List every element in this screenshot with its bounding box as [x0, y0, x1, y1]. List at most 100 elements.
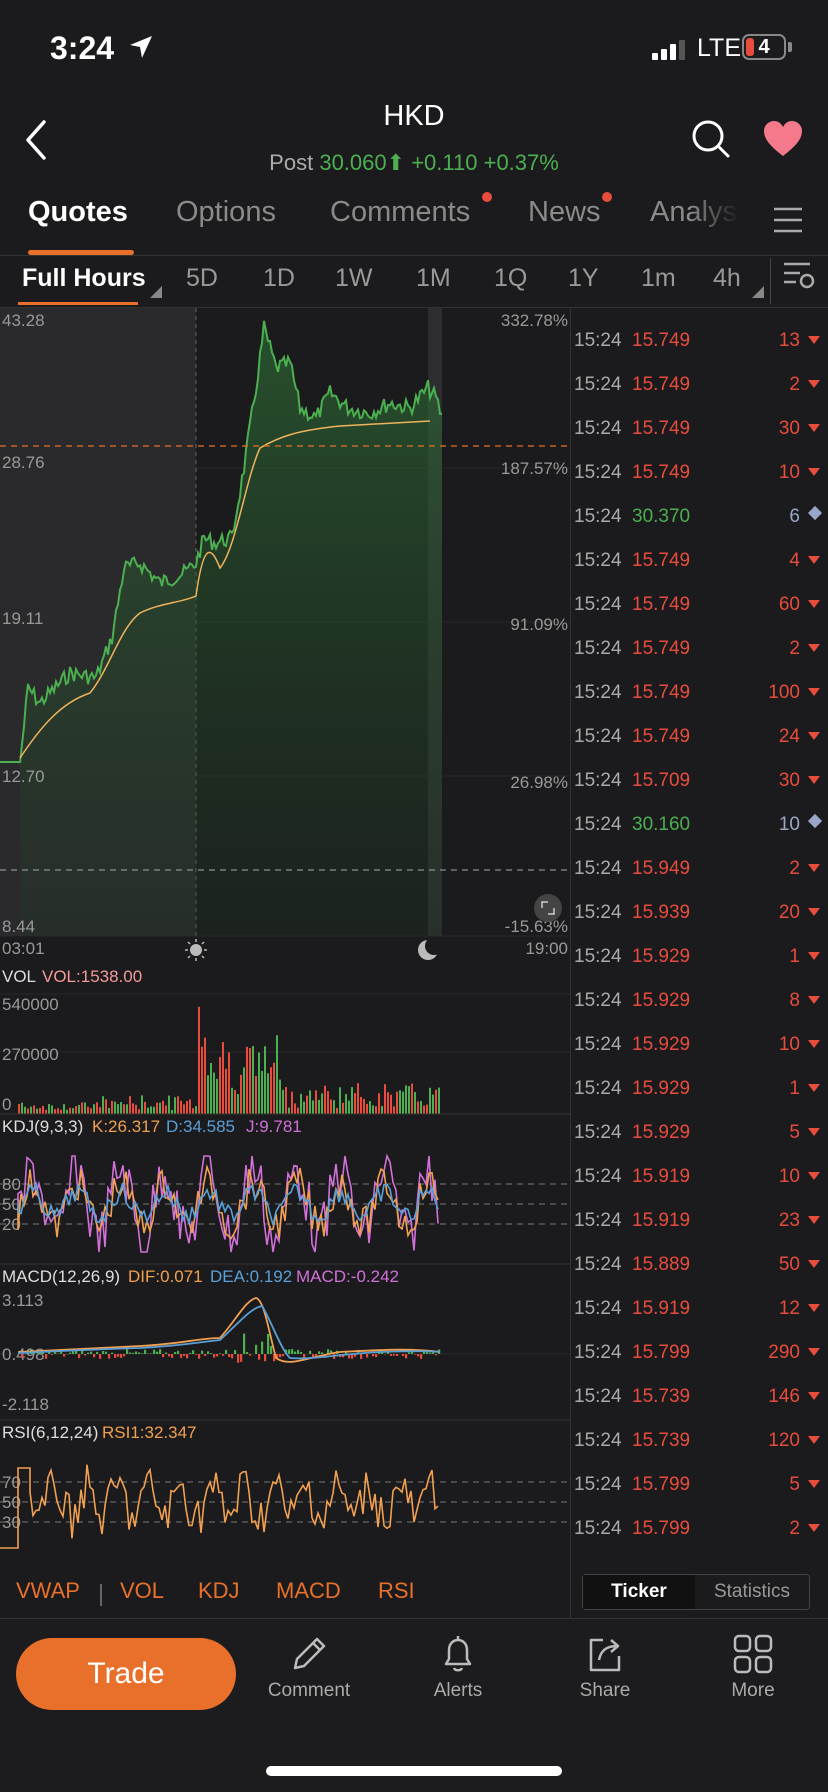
ticker-price: 15.799: [632, 1474, 691, 1495]
volume-bar: [201, 1046, 203, 1114]
macd-histogram-bar: [366, 1354, 369, 1358]
period-1m[interactable]: 1M: [416, 264, 451, 292]
divider: [0, 307, 828, 308]
volume-bar: [195, 1106, 197, 1114]
period-full-hours[interactable]: Full Hours: [22, 264, 146, 292]
vol-tick: 0: [2, 1095, 11, 1114]
down-triangle-icon: [808, 644, 820, 652]
status-time: 3:24: [50, 30, 115, 66]
share-button[interactable]: Share: [550, 1632, 660, 1702]
tab-comments[interactable]: Comments: [330, 196, 471, 228]
ticker-time: 15:24: [574, 638, 622, 659]
favorite-heart-icon[interactable]: [762, 120, 804, 158]
more-button[interactable]: More: [698, 1632, 808, 1702]
ticker-time: 15:24: [574, 1298, 622, 1319]
macd-histogram-bar: [432, 1352, 435, 1354]
volume-bar: [144, 1101, 146, 1114]
period-1w[interactable]: 1W: [335, 264, 373, 292]
macd-histogram-bar: [321, 1352, 324, 1354]
volume-bar: [87, 1106, 89, 1114]
chart-area[interactable]: 43.28 28.76 19.11 12.70 8.44 332.78% 187…: [0, 308, 570, 1570]
ticker-row: 15:24 15.709 30: [572, 770, 828, 814]
volume-bar: [339, 1087, 341, 1114]
tabs-fade: [690, 196, 740, 244]
location-arrow-icon: [130, 36, 152, 58]
macd-histogram-bar: [129, 1352, 132, 1354]
ticker-qty: 12: [778, 1298, 800, 1319]
volume-bar: [411, 1083, 413, 1114]
ticker-row: 15:24 15.749 13: [572, 330, 828, 374]
ticker-row: 15:24 15.949 2: [572, 858, 828, 902]
macd-histogram-bar: [303, 1354, 306, 1359]
y-left-tick: 19.11: [2, 609, 43, 628]
ticker-time: 15:24: [574, 550, 622, 571]
ticker-time: 15:24: [574, 594, 622, 615]
back-chevron-icon[interactable]: [22, 118, 52, 162]
trade-button[interactable]: Trade: [16, 1638, 236, 1710]
volume-bar: [117, 1104, 119, 1114]
macd-histogram-bar: [354, 1354, 357, 1357]
macd-histogram-bar: [384, 1354, 387, 1355]
volume-bar: [264, 1046, 266, 1114]
period-1q[interactable]: 1Q: [494, 264, 528, 292]
volume-bar: [438, 1087, 440, 1114]
down-triangle-icon: [808, 1260, 820, 1268]
ticker-time: 15:24: [574, 902, 622, 923]
rsi-line: [0, 1464, 439, 1549]
macd-histogram-bar: [201, 1350, 204, 1354]
share-icon: [589, 1638, 621, 1672]
macd-histogram-bar: [78, 1354, 81, 1359]
tab-quotes[interactable]: Quotes: [28, 196, 128, 228]
macd-histogram-bar: [219, 1353, 222, 1354]
period-1min[interactable]: 1m: [641, 264, 676, 292]
macd-histogram-bar: [144, 1349, 147, 1354]
indicator-rsi[interactable]: RSI: [378, 1578, 415, 1603]
volume-bar: [126, 1104, 128, 1114]
volume-bar: [354, 1093, 356, 1114]
indicator-kdj[interactable]: KDJ: [198, 1578, 240, 1603]
period-5d[interactable]: 5D: [186, 264, 218, 292]
period-1d[interactable]: 1D: [263, 264, 295, 292]
alerts-button[interactable]: Alerts: [403, 1632, 513, 1702]
macd-histogram-bar: [372, 1354, 375, 1357]
tab-news[interactable]: News: [528, 196, 601, 228]
down-triangle-icon: [808, 1524, 820, 1532]
macd-histogram-bar: [300, 1352, 303, 1354]
ticker-row: 15:24 15.749 10: [572, 462, 828, 506]
macd-histogram-bar: [102, 1351, 105, 1354]
hamburger-menu-icon[interactable]: [772, 206, 804, 234]
ticker-row: 15:24 15.919 23: [572, 1210, 828, 1254]
segment-ticker[interactable]: Ticker: [583, 1575, 695, 1609]
down-triangle-icon: [808, 996, 820, 1004]
down-triangle-icon: [808, 1216, 820, 1224]
volume-bar: [306, 1095, 308, 1114]
ticker-qty: 24: [778, 726, 800, 747]
period-4h[interactable]: 4h: [713, 264, 741, 292]
chart-settings-icon[interactable]: [782, 258, 816, 292]
ticker-price: 15.749: [632, 682, 691, 703]
volume-bar: [81, 1102, 83, 1114]
down-triangle-icon: [808, 556, 820, 564]
period-1y[interactable]: 1Y: [568, 264, 599, 292]
ticker-qty: 10: [778, 462, 800, 483]
post-change-pct: +0.37%: [483, 150, 559, 175]
macd-histogram-bar: [39, 1351, 42, 1354]
volume-bar: [225, 1068, 227, 1114]
segment-statistics[interactable]: Statistics: [713, 1581, 791, 1602]
search-icon[interactable]: [690, 118, 732, 160]
macd-histogram-bar: [93, 1354, 96, 1358]
volume-bar: [369, 1101, 371, 1114]
ticker-price: 15.929: [632, 1122, 691, 1143]
indicator-macd[interactable]: MACD: [276, 1578, 341, 1603]
ticker-price: 15.799: [632, 1342, 691, 1363]
macd-histogram-bar: [312, 1354, 315, 1358]
macd-histogram-bar: [150, 1353, 153, 1354]
comment-button[interactable]: Comment: [254, 1632, 364, 1702]
indicator-vol[interactable]: VOL: [120, 1578, 165, 1603]
indicator-vwap[interactable]: VWAP: [16, 1578, 80, 1603]
divider: [0, 255, 828, 256]
expand-chart-icon[interactable]: [534, 894, 562, 922]
neutral-diamond-icon: [807, 813, 823, 829]
tab-options[interactable]: Options: [176, 196, 276, 228]
ticker-time: 15:24: [574, 726, 622, 747]
